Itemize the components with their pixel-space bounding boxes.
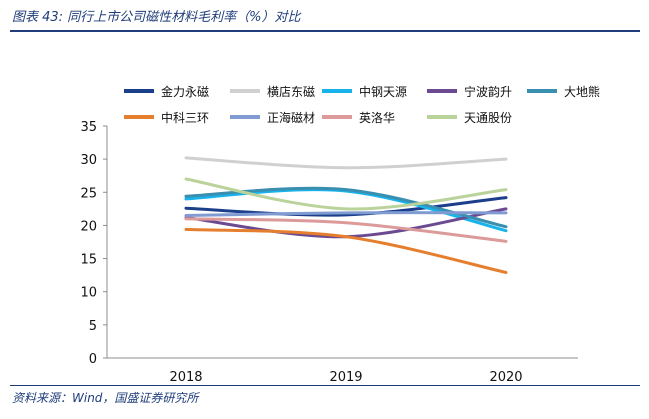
y-tick-label: 20 xyxy=(80,219,97,234)
y-tick-label: 0 xyxy=(89,352,97,367)
x-axis: 2018 2019 2020 xyxy=(107,357,578,385)
legend-label: 中钢天源 xyxy=(359,84,407,99)
legend-item: 宁波韵升 xyxy=(427,84,512,99)
y-axis: 0 5 10 15 20 25 30 35 xyxy=(80,120,108,367)
legend-item: 金力永磁 xyxy=(124,84,209,99)
legend-label: 中科三环 xyxy=(161,110,209,125)
y-tick-label: 10 xyxy=(80,286,97,301)
legend-item: 中钢天源 xyxy=(322,84,407,99)
source-rule xyxy=(10,385,640,386)
y-tick-label: 35 xyxy=(80,120,97,135)
legend-item: 中科三环 xyxy=(124,110,209,125)
series-line xyxy=(184,186,508,229)
legend-item: 正海磁材 xyxy=(230,110,315,125)
legend-label: 正海磁材 xyxy=(267,110,315,125)
figure-title: 图表 43: 同行上市公司磁性材料毛利率（%）对比 xyxy=(12,10,301,25)
series-line xyxy=(184,196,508,217)
legend-label: 天通股份 xyxy=(464,111,512,125)
series-line xyxy=(184,227,508,274)
y-tick-label: 5 xyxy=(89,319,97,334)
x-tick-label: 2020 xyxy=(489,370,522,385)
series-lines xyxy=(184,156,508,274)
x-tick-label: 2019 xyxy=(329,370,362,385)
y-tick-label: 25 xyxy=(80,186,97,201)
series-line xyxy=(184,156,508,170)
legend-label: 横店东磁 xyxy=(267,84,315,99)
legend-item: 英洛华 xyxy=(322,110,395,125)
series-line xyxy=(184,177,508,211)
y-tick-label: 15 xyxy=(80,253,97,268)
x-tick-label: 2018 xyxy=(169,370,202,385)
legend-label: 英洛华 xyxy=(359,110,395,125)
legend-label: 大地熊 xyxy=(564,84,600,99)
y-tick-label: 30 xyxy=(80,153,97,168)
legend-label: 宁波韵升 xyxy=(464,84,512,99)
legend-item: 天通股份 xyxy=(427,111,512,125)
series-line xyxy=(184,217,508,243)
legend-item: 横店东磁 xyxy=(230,84,315,99)
title-rule xyxy=(10,30,640,32)
series-line xyxy=(184,211,508,217)
legend-label: 金力永磁 xyxy=(161,84,209,99)
figure-source: 资料来源：Wind，国盛证券研究所 xyxy=(12,391,199,405)
legend-item: 大地熊 xyxy=(527,84,600,99)
